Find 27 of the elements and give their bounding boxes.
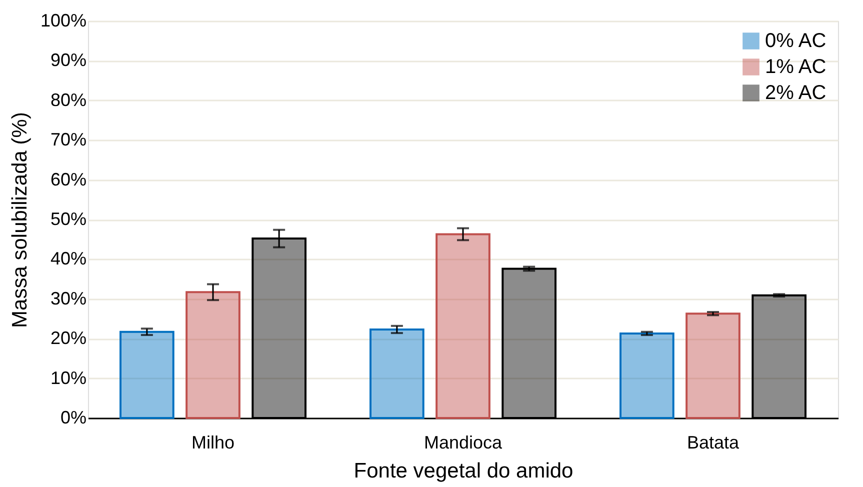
y-tick-label: 70% (50, 130, 86, 150)
bar (370, 328, 424, 419)
bar (252, 238, 306, 419)
bar (120, 330, 174, 419)
legend-label: 1% AC (765, 56, 826, 78)
y-tick-label: 50% (50, 209, 86, 229)
y-tick-label: 0% (60, 408, 86, 428)
bar (186, 291, 240, 419)
y-tick-label: 20% (50, 328, 86, 348)
bar (686, 312, 740, 419)
x-tick-label: Mandioca (424, 432, 504, 452)
y-tick-label: 30% (50, 288, 86, 308)
y-tick-label: 40% (50, 248, 86, 269)
y-tick-label: 10% (50, 368, 86, 388)
bar (752, 294, 806, 419)
y-axis-title: Massa solubilizada (%) (8, 112, 32, 328)
bar (620, 332, 674, 419)
y-tick-label: 100% (40, 10, 86, 30)
legend-label: 2% AC (765, 82, 826, 104)
y-tick-label: 80% (50, 90, 86, 110)
bar (436, 233, 490, 419)
legend-label: 0% AC (765, 30, 826, 52)
y-tick-label: 90% (50, 50, 86, 70)
y-tick-label: 60% (50, 169, 86, 190)
x-tick-label: Batata (686, 432, 740, 452)
x-axis-title: Fonte vegetal do amido (354, 460, 574, 482)
x-tick-label: Milho (191, 432, 235, 452)
